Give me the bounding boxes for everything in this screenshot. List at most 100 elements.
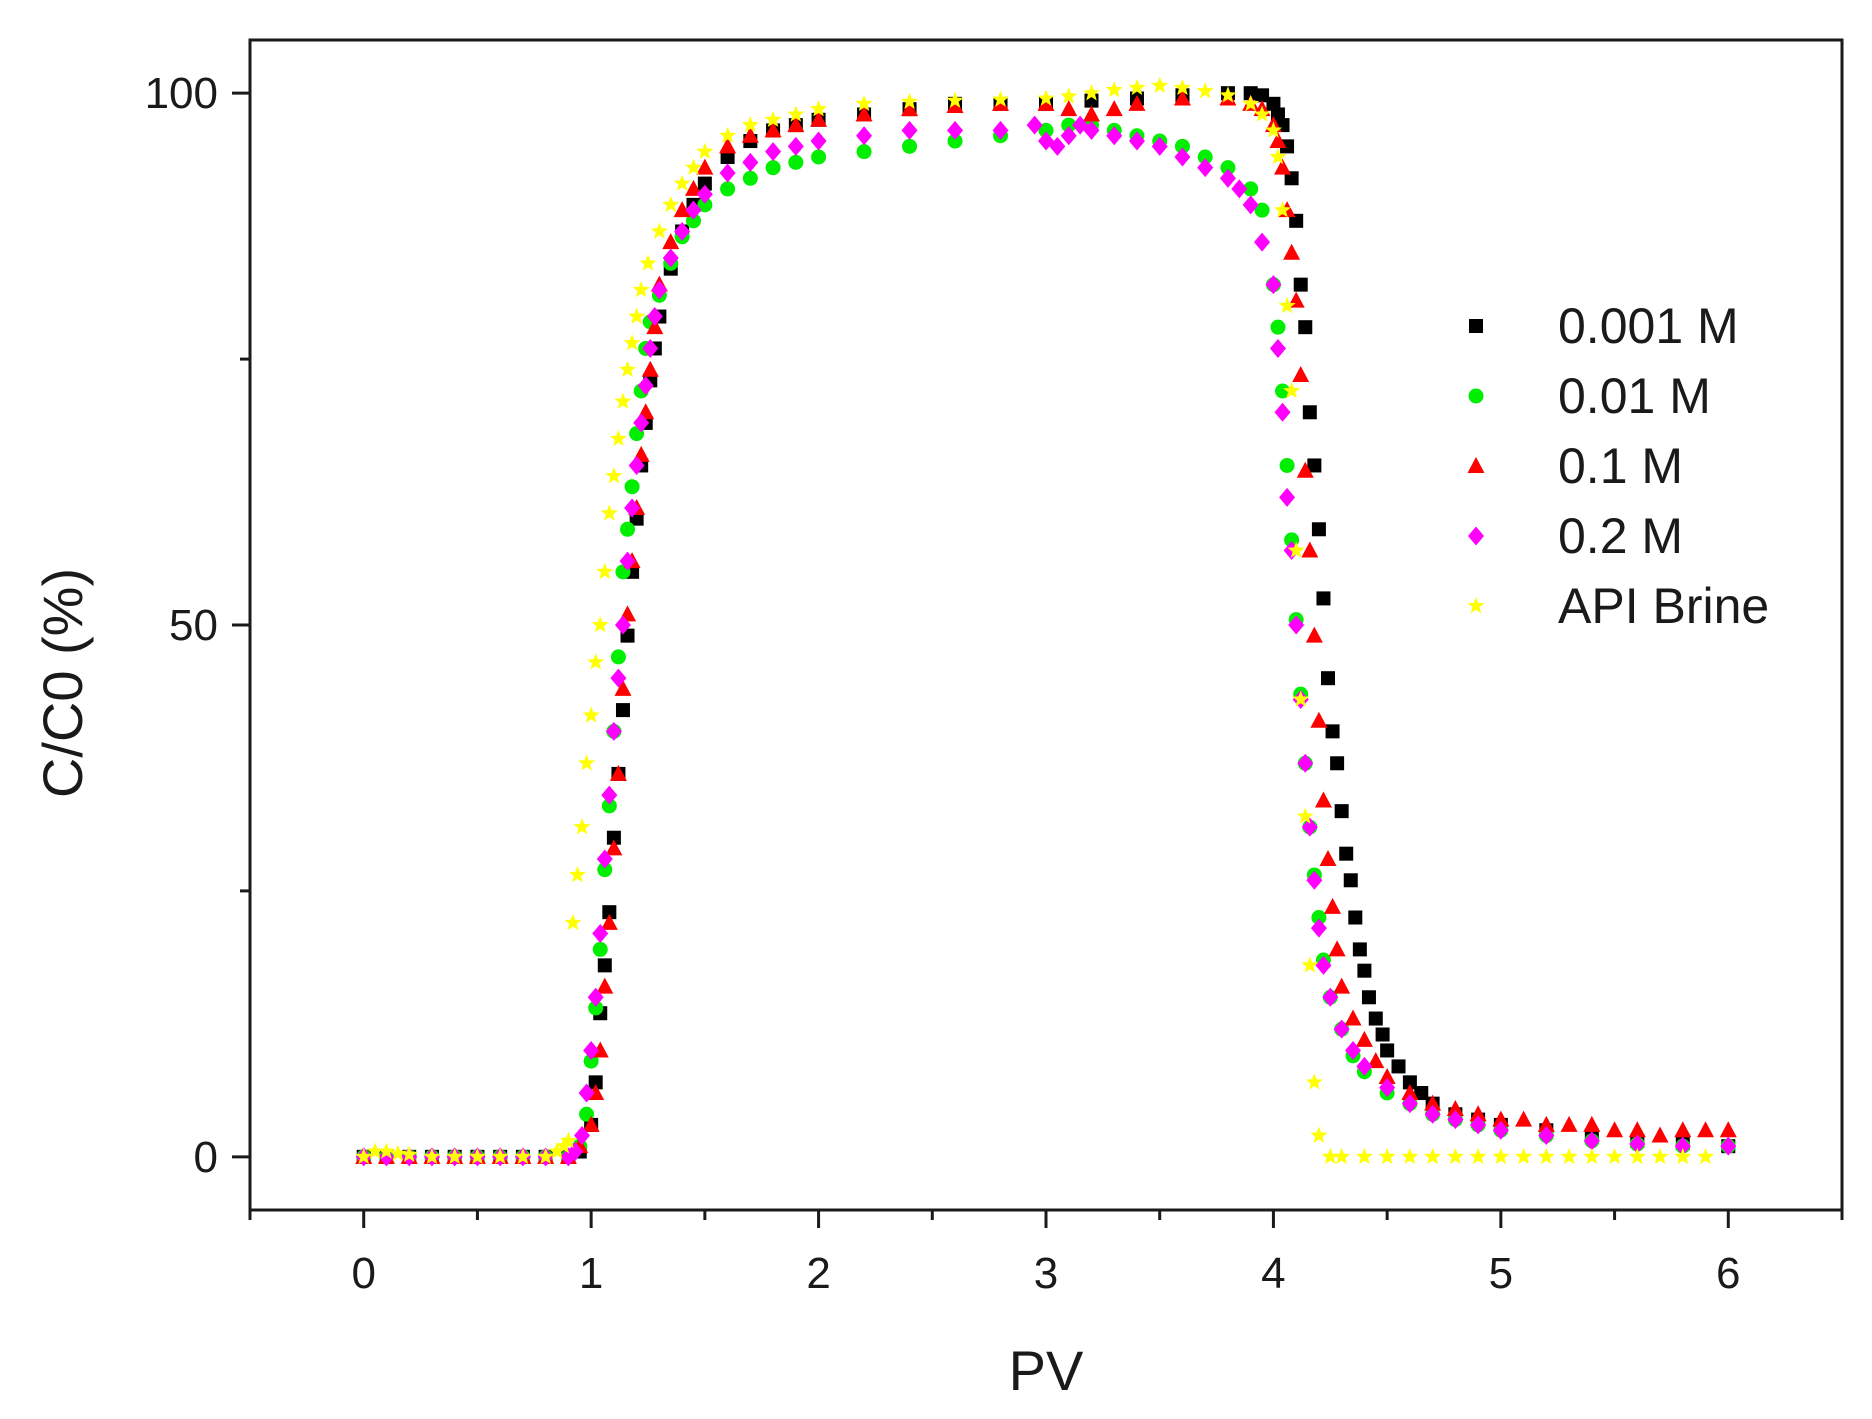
data-point <box>674 221 691 241</box>
data-point <box>696 158 714 175</box>
data-point <box>1348 910 1363 925</box>
data-point <box>1424 1147 1442 1165</box>
data-point <box>1414 1086 1429 1100</box>
data-point <box>697 176 712 191</box>
data-point <box>1274 158 1292 175</box>
data-point <box>1356 1056 1373 1076</box>
data-point <box>582 706 600 723</box>
data-point <box>1197 158 1214 178</box>
data-point <box>1325 724 1340 739</box>
data-point <box>651 280 668 300</box>
data-point <box>1319 850 1337 866</box>
data-point <box>1357 963 1372 978</box>
data-point <box>597 958 612 973</box>
data-point <box>601 785 618 805</box>
data-point <box>946 91 964 108</box>
data-point <box>1298 320 1313 335</box>
series-api-brine <box>355 76 1715 1165</box>
data-point <box>1287 541 1305 558</box>
data-point <box>810 110 828 127</box>
data-point <box>1242 94 1260 112</box>
data-point <box>567 1142 584 1161</box>
data-point <box>1275 383 1291 399</box>
data-point <box>719 163 736 183</box>
data-point <box>606 830 621 845</box>
legend-marker <box>1467 597 1485 614</box>
data-point <box>1424 1104 1441 1124</box>
data-point <box>1293 277 1308 292</box>
data-point <box>855 105 873 122</box>
data-point <box>1220 160 1236 176</box>
data-point <box>1278 296 1296 314</box>
data-point <box>1583 1131 1600 1151</box>
data-point <box>1355 1030 1373 1047</box>
data-point <box>673 201 691 218</box>
data-point <box>1049 136 1066 156</box>
data-point <box>1305 1073 1323 1090</box>
data-point <box>1606 1121 1624 1138</box>
data-point <box>1720 1136 1737 1156</box>
data-point <box>1378 1068 1396 1085</box>
data-point <box>366 1142 384 1159</box>
data-point <box>642 338 659 358</box>
data-point <box>1328 940 1346 957</box>
data-point <box>1274 402 1291 422</box>
data-point <box>1322 987 1339 1007</box>
legend-label: 0.01 M <box>1558 368 1711 424</box>
data-point <box>633 413 650 433</box>
data-point <box>901 120 918 140</box>
data-point <box>1060 87 1078 104</box>
data-point <box>1537 1147 1555 1165</box>
data-point <box>610 668 627 688</box>
data-point <box>1307 458 1322 473</box>
legend: 0.001 M 0.01 M 0.1 M 0.2 M API Brine <box>1467 298 1769 634</box>
y-tick-label: 0 <box>194 1133 218 1182</box>
data-point <box>991 90 1010 107</box>
data-point <box>573 818 591 835</box>
data-point <box>946 96 964 113</box>
data-point <box>1231 179 1248 199</box>
data-point <box>787 116 805 133</box>
data-point <box>641 360 659 377</box>
data-point <box>1283 382 1301 399</box>
data-point <box>1375 1027 1390 1042</box>
data-point <box>1401 1094 1418 1114</box>
data-point <box>1674 1121 1692 1138</box>
data-point <box>601 798 617 814</box>
legend-marker <box>1468 388 1484 404</box>
data-point <box>1355 1147 1373 1165</box>
data-point <box>1197 149 1213 165</box>
data-point <box>623 334 641 351</box>
data-point <box>446 1147 464 1165</box>
data-point <box>1314 791 1332 808</box>
data-point <box>742 170 758 186</box>
data-point <box>596 849 613 869</box>
legend-item: 0.2 M <box>1468 508 1683 564</box>
legend-item: 0.001 M <box>1469 298 1739 354</box>
data-point <box>618 360 637 378</box>
data-point <box>1310 1126 1328 1143</box>
data-point <box>719 126 737 144</box>
data-point <box>1266 96 1281 111</box>
data-point <box>1583 1147 1601 1165</box>
data-point <box>588 1000 604 1016</box>
data-point <box>1515 1110 1533 1127</box>
data-point <box>1651 1126 1669 1143</box>
data-point <box>548 1142 566 1159</box>
data-point <box>1339 846 1354 861</box>
data-point <box>1447 1110 1464 1130</box>
data-point <box>1292 690 1310 707</box>
data-point <box>1273 201 1292 218</box>
data-point <box>1243 86 1258 101</box>
data-point <box>1628 1121 1646 1138</box>
x-tick-label: 5 <box>1489 1249 1513 1298</box>
data-point <box>720 181 736 197</box>
data-point <box>787 105 805 122</box>
data-point <box>947 133 963 149</box>
data-point <box>637 376 654 396</box>
data-point <box>1583 1115 1601 1132</box>
data-point <box>624 479 640 495</box>
data-point <box>468 1147 486 1165</box>
data-point <box>1537 1115 1555 1132</box>
data-point <box>1697 1121 1715 1138</box>
